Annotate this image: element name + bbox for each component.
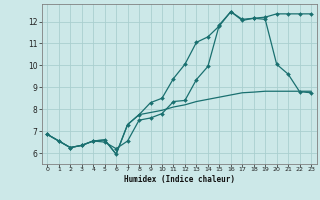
X-axis label: Humidex (Indice chaleur): Humidex (Indice chaleur)	[124, 175, 235, 184]
